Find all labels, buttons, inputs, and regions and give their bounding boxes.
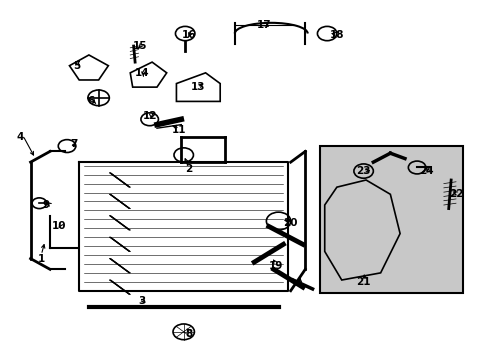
Text: 24: 24 <box>419 166 433 176</box>
Text: 7: 7 <box>70 139 78 149</box>
Text: 13: 13 <box>191 82 205 92</box>
Text: 4: 4 <box>16 132 23 142</box>
Text: 22: 22 <box>448 189 462 199</box>
Text: 18: 18 <box>329 30 344 40</box>
Text: 21: 21 <box>356 277 370 287</box>
Text: 23: 23 <box>356 166 370 176</box>
Text: 8: 8 <box>184 329 192 339</box>
Text: 2: 2 <box>184 164 192 174</box>
Text: 19: 19 <box>268 261 283 271</box>
Text: 6: 6 <box>87 96 95 107</box>
Text: 4: 4 <box>294 279 301 289</box>
Text: 12: 12 <box>142 111 157 121</box>
Text: 14: 14 <box>135 68 149 78</box>
Text: 17: 17 <box>256 19 271 30</box>
Text: 15: 15 <box>132 41 147 51</box>
Text: 9: 9 <box>42 200 50 210</box>
Text: 11: 11 <box>171 125 186 135</box>
Text: 16: 16 <box>181 30 195 40</box>
Text: 1: 1 <box>38 253 45 264</box>
Text: 10: 10 <box>51 221 66 231</box>
Text: 5: 5 <box>73 61 80 71</box>
Text: 3: 3 <box>139 296 146 306</box>
Bar <box>319 146 462 293</box>
Text: 20: 20 <box>283 218 297 228</box>
